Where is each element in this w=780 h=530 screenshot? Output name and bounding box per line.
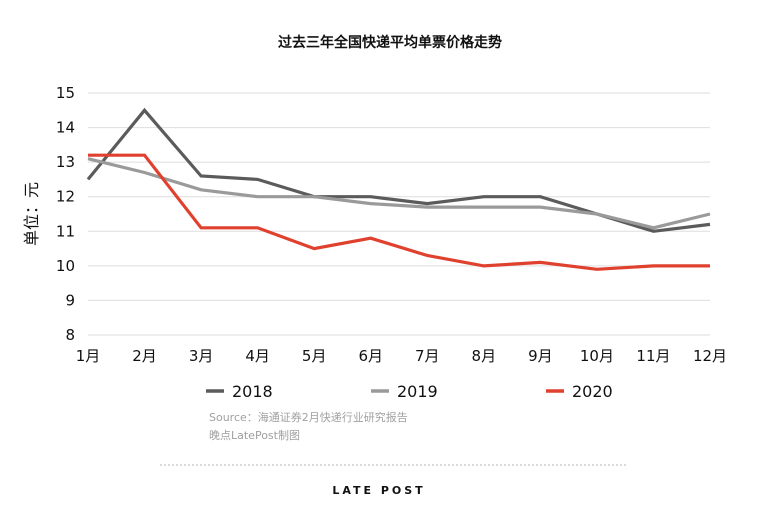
y-tick-label: 15 <box>56 84 75 102</box>
series-lines <box>86 107 711 271</box>
x-tick-label: 11月 <box>636 347 670 365</box>
legend-label: 2019 <box>397 382 438 401</box>
x-axis-ticks: 1月 2月 3月 4月 5月 6月 7月 8月 9月 10月 11月 12月 <box>76 347 727 365</box>
y-tick-label: 11 <box>56 222 75 240</box>
y-tick-label: 14 <box>56 119 75 137</box>
series-line-2020 <box>88 153 710 271</box>
series-line-2018 <box>86 107 711 233</box>
x-tick-label: 10月 <box>580 347 614 365</box>
legend-label: 2018 <box>232 382 273 401</box>
grid <box>88 92 710 336</box>
legend: 2018 2019 2020 <box>206 382 613 401</box>
y-tick-label: 12 <box>56 188 75 206</box>
brand-logo: LATE POST <box>332 484 425 497</box>
x-tick-label: 2月 <box>132 347 157 365</box>
y-axis-label: 单位：元 <box>22 182 41 246</box>
x-tick-label: 1月 <box>76 347 101 365</box>
legend-label: 2020 <box>572 382 613 401</box>
legend-item-2018: 2018 <box>206 382 273 401</box>
chart-title: 过去三年全国快递平均单票价格走势 <box>278 34 502 51</box>
x-tick-label: 4月 <box>245 347 270 365</box>
credit-line: 晚点LatePost制图 <box>209 429 300 442</box>
x-tick-label: 3月 <box>189 347 214 365</box>
series-line-2019 <box>87 157 711 230</box>
x-tick-label: 5月 <box>302 347 327 365</box>
y-tick-label: 8 <box>65 326 75 344</box>
y-tick-label: 13 <box>56 153 75 171</box>
x-tick-label: 7月 <box>415 347 440 365</box>
legend-item-2019: 2019 <box>371 382 438 401</box>
x-tick-label: 9月 <box>528 347 553 365</box>
x-tick-label: 8月 <box>472 347 497 365</box>
x-tick-label: 12月 <box>693 347 727 365</box>
x-tick-label: 6月 <box>358 347 383 365</box>
y-tick-label: 9 <box>65 291 75 309</box>
legend-item-2020: 2020 <box>546 382 613 401</box>
y-tick-label: 10 <box>56 257 75 275</box>
source-line: Source：海通证券2月快递行业研究报告 <box>209 410 408 424</box>
y-axis-ticks: 8 9 10 11 12 13 14 15 <box>56 84 75 344</box>
